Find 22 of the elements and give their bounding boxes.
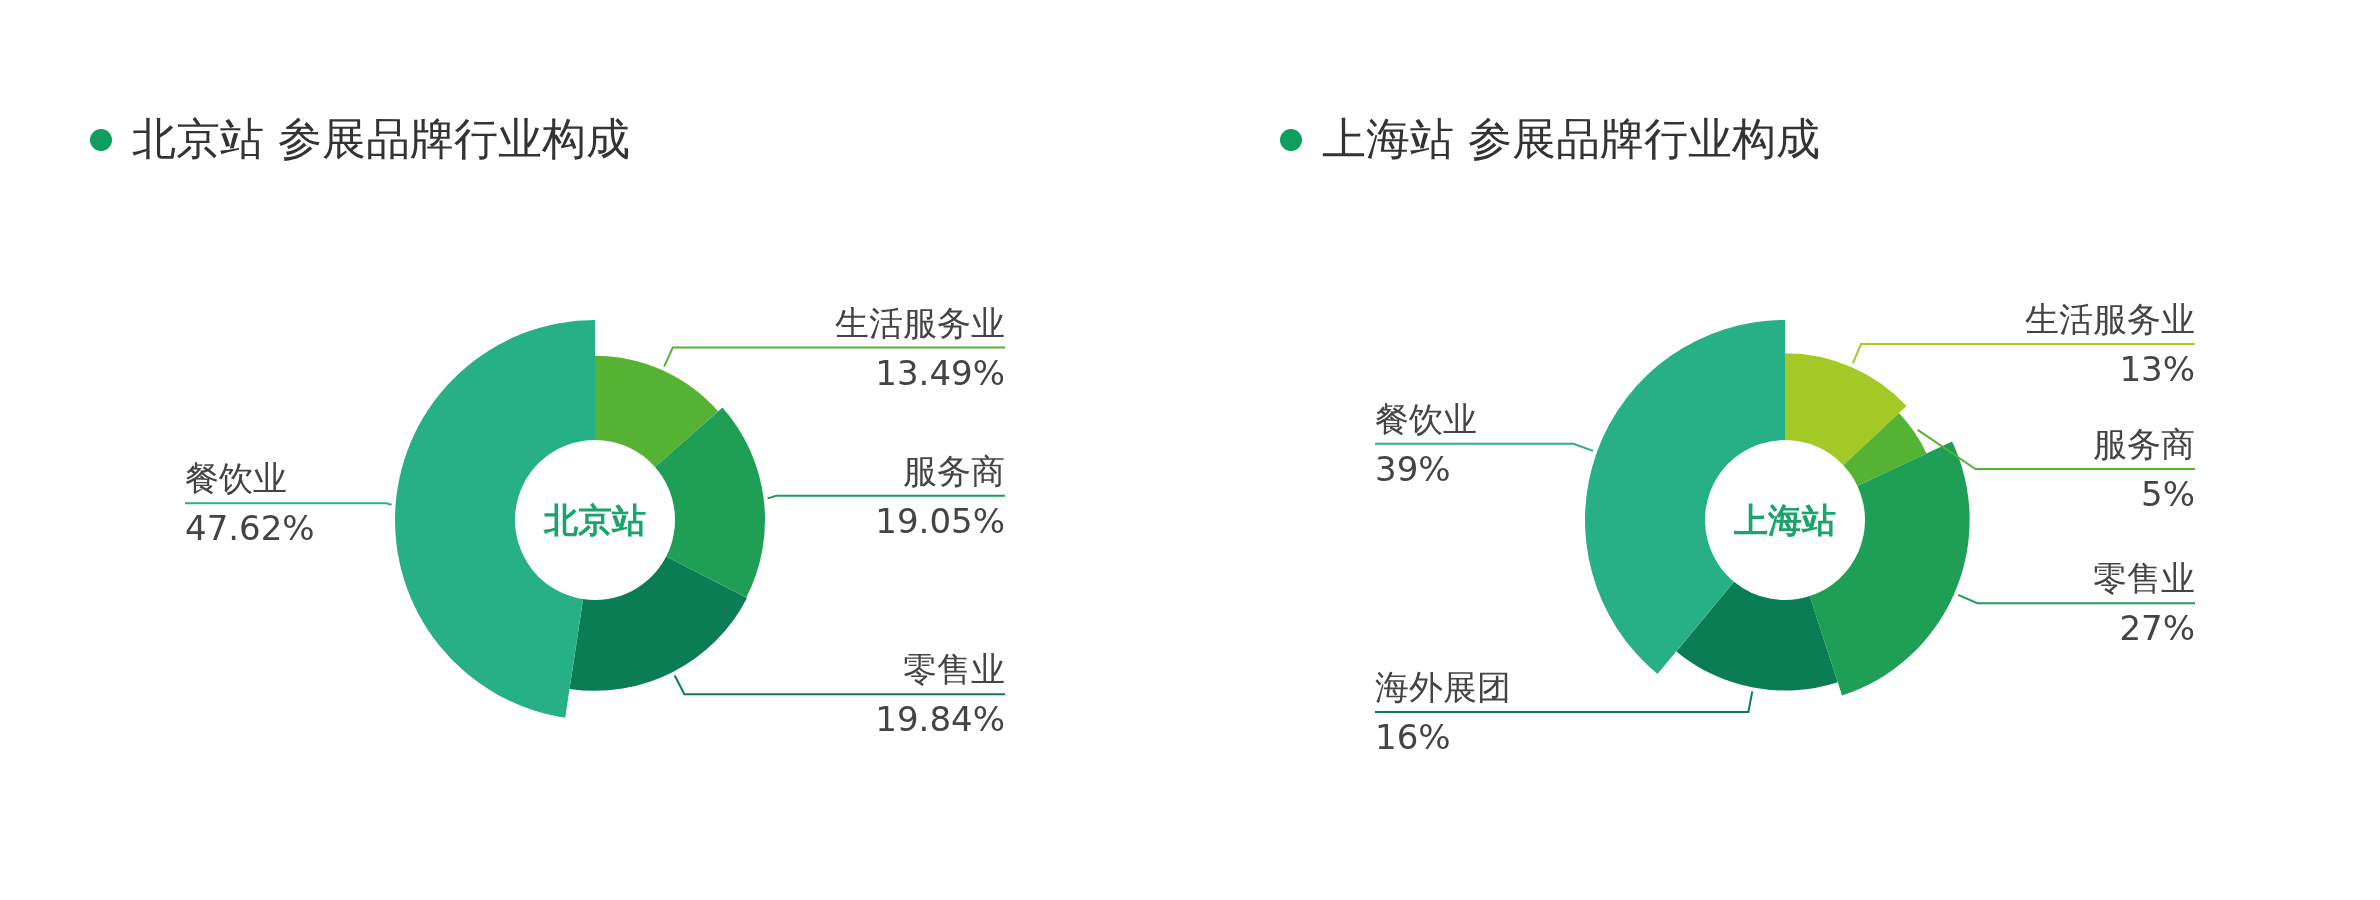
slice-label: 生活服务业 (2025, 299, 2195, 340)
slice-label: 服务商 (2093, 424, 2195, 465)
chart-title: 上海站 参展品牌行业构成 (1322, 112, 1820, 166)
data-label: 39% (1375, 448, 1451, 489)
slice-label: 零售业 (903, 649, 1005, 690)
data-label: 5% (2141, 474, 2195, 515)
slice-label: 餐饮业 (1375, 398, 1477, 439)
slice-label: 服务商 (903, 450, 1005, 491)
slice-label: 餐饮业 (185, 458, 287, 499)
slice-label: 生活服务业 (835, 302, 1005, 343)
text: 北京站 (543, 500, 646, 540)
data-label: 16% (1375, 717, 1451, 758)
data-label: 19.84% (875, 699, 1005, 740)
data-label: 19.05% (875, 500, 1005, 541)
data-label: 13% (2119, 349, 2195, 390)
data-label: 47.62% (185, 508, 315, 549)
data-label: 27% (2119, 608, 2195, 649)
text: 上海站 (1733, 500, 1836, 540)
chart-title: 北京站 参展品牌行业构成 (132, 112, 630, 166)
data-label: 13.49% (875, 352, 1005, 393)
slice-label: 零售业 (2093, 558, 2195, 599)
slice-label: 海外展团 (1375, 667, 1511, 708)
